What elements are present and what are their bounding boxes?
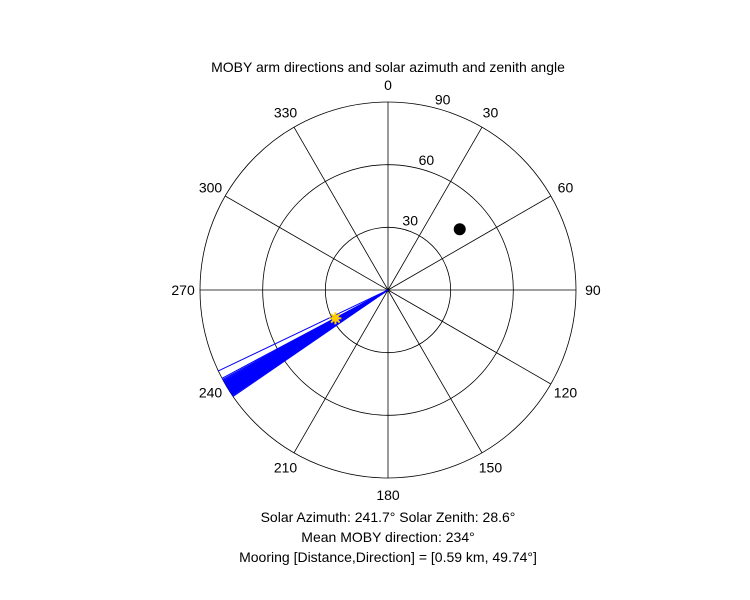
spoke-60 xyxy=(387,195,552,291)
spoke-210 xyxy=(293,289,389,454)
radius-tick-label-30: 30 xyxy=(402,212,418,228)
polar-grid xyxy=(199,101,577,479)
mooring-point xyxy=(453,223,466,236)
range-ring-30 xyxy=(324,226,452,354)
angle-tick-label-180: 180 xyxy=(376,487,400,503)
series-layer xyxy=(218,223,466,397)
caption-mooring: Mooring [Distance,Direction] = [0.59 km,… xyxy=(239,549,537,565)
angle-tick-label-30: 30 xyxy=(483,105,499,121)
spoke-30 xyxy=(387,126,483,291)
spoke-120 xyxy=(387,289,552,385)
angle-tick-label-210: 210 xyxy=(274,459,298,475)
tick-labels: 0 30 60 90 120 150 180 210 240 270 300 330 30 60 90 xyxy=(171,77,601,503)
angle-tick-label-330: 330 xyxy=(274,105,298,121)
radius-tick-label-90: 90 xyxy=(435,91,451,107)
chart-title: MOBY arm directions and solar azimuth an… xyxy=(211,59,565,75)
spoke-150 xyxy=(387,289,483,454)
caption-mean-direction: Mean MOBY direction: 234° xyxy=(301,529,474,545)
angle-tick-label-60: 60 xyxy=(558,180,574,196)
angle-tick-label-150: 150 xyxy=(479,459,503,475)
angle-tick-label-120: 120 xyxy=(554,384,578,400)
moby-arm-direction-30 xyxy=(221,289,389,379)
spoke-330 xyxy=(293,126,389,291)
angle-tick-label-0: 0 xyxy=(384,77,392,93)
sun-marker-ray xyxy=(330,313,341,324)
radius-tick-label-60: 60 xyxy=(419,152,435,168)
angle-tick-label-240: 240 xyxy=(199,384,223,400)
angle-tick-label-90: 90 xyxy=(585,282,601,298)
range-ring-90 xyxy=(199,101,577,479)
spoke-300 xyxy=(224,195,389,291)
moby-arm-direction-31 xyxy=(218,289,389,372)
angle-tick-label-300: 300 xyxy=(199,180,223,196)
caption-solar: Solar Azimuth: 241.7° Solar Zenith: 28.6… xyxy=(261,509,516,525)
sun-position-marker xyxy=(329,312,342,325)
angle-tick-label-270: 270 xyxy=(171,282,195,298)
range-ring-60 xyxy=(262,164,514,416)
